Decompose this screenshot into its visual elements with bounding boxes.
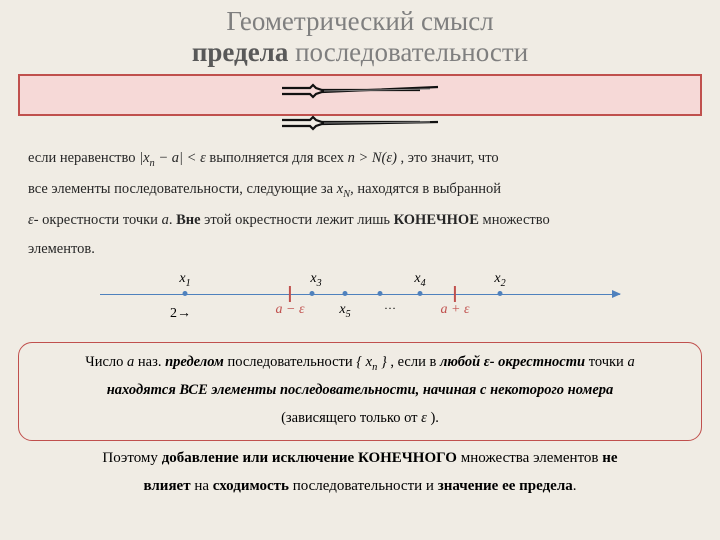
pen-drawing-2 [280, 112, 440, 136]
text: - окрестности точки [34, 212, 162, 228]
text: Число [85, 354, 127, 370]
text: последовательности и [289, 478, 438, 494]
condition: n > N(ε) [348, 150, 397, 166]
text: . [573, 478, 577, 494]
text: Поэтому [102, 450, 161, 466]
text: точки [585, 354, 627, 370]
text: наз. [134, 354, 165, 370]
a-var: a [162, 212, 169, 228]
inequality: |xn − a| < ε [139, 150, 206, 166]
explanation-paragraph: если неравенство |xn − a| < ε выполняетс… [0, 140, 720, 264]
point-center [378, 291, 383, 296]
bold-text: влияет [143, 478, 190, 494]
text: , находятся в выбранной [350, 181, 501, 197]
text: если неравенство [28, 150, 139, 166]
right-tick [454, 286, 456, 302]
two-arrow: 2→ [170, 306, 191, 322]
a-var-2: a [627, 354, 634, 370]
text: , если в [387, 354, 440, 370]
text: все элементы последовательности, следующ… [28, 181, 337, 197]
label-x3: x3 [310, 271, 321, 289]
pen-drawing-1 [280, 78, 440, 104]
title-line1: Геометрический смысл [226, 6, 493, 36]
text: множества элементов [457, 450, 602, 466]
bold-text: сходимость [213, 478, 289, 494]
finite-word: КОНЕЧНОЕ [394, 212, 479, 228]
label-a-plus: a + ε [441, 302, 470, 318]
text: элементов. [28, 241, 95, 257]
label-x4: x4 [414, 271, 425, 289]
label-x1: x1 [179, 271, 190, 289]
definition-box: Число a наз. пределом последовательности… [18, 342, 702, 442]
sequence: { xn } [356, 354, 387, 370]
point-x5 [343, 291, 348, 296]
outside-word: Вне [176, 212, 200, 228]
text: , это значит, что [397, 150, 499, 166]
label-x2: x2 [494, 271, 505, 289]
slide-title: Геометрический смысл предела последовате… [0, 0, 720, 68]
bold-text: не [602, 450, 617, 466]
axis-line [100, 294, 620, 295]
number-line-diagram: x1 x3 x4 x2 x5 a − ε a + ε … 2→ [100, 268, 620, 338]
point-x4 [418, 291, 423, 296]
predel-word: пределом [165, 354, 224, 370]
title-bold: предела [192, 37, 289, 67]
text: ). [427, 410, 439, 426]
text: (зависящего только от [281, 410, 421, 426]
text: множество [479, 212, 550, 228]
bold-text: значение ее предела [438, 478, 573, 494]
point-x1 [183, 291, 188, 296]
any-eps: любой ε- окрестности [440, 354, 585, 370]
bold-text: добавление или исключение КОНЕЧНОГО [162, 450, 457, 466]
label-a-minus: a − ε [276, 302, 305, 318]
text: последовательности [224, 354, 356, 370]
xN: xN [337, 181, 350, 197]
text: выполняется для всех [206, 150, 348, 166]
text: этой окрестности лежит лишь [201, 212, 394, 228]
text: . [169, 212, 176, 228]
def-line2: находятся ВСЕ элементы последовательност… [107, 382, 614, 398]
point-x2 [498, 291, 503, 296]
text: на [191, 478, 213, 494]
footer-paragraph: Поэтому добавление или исключение КОНЕЧН… [0, 441, 720, 501]
label-x5: x5 [339, 302, 350, 320]
dots: … [384, 298, 396, 313]
left-tick [289, 286, 291, 302]
title-line2: последовательности [288, 37, 528, 67]
point-x3 [310, 291, 315, 296]
